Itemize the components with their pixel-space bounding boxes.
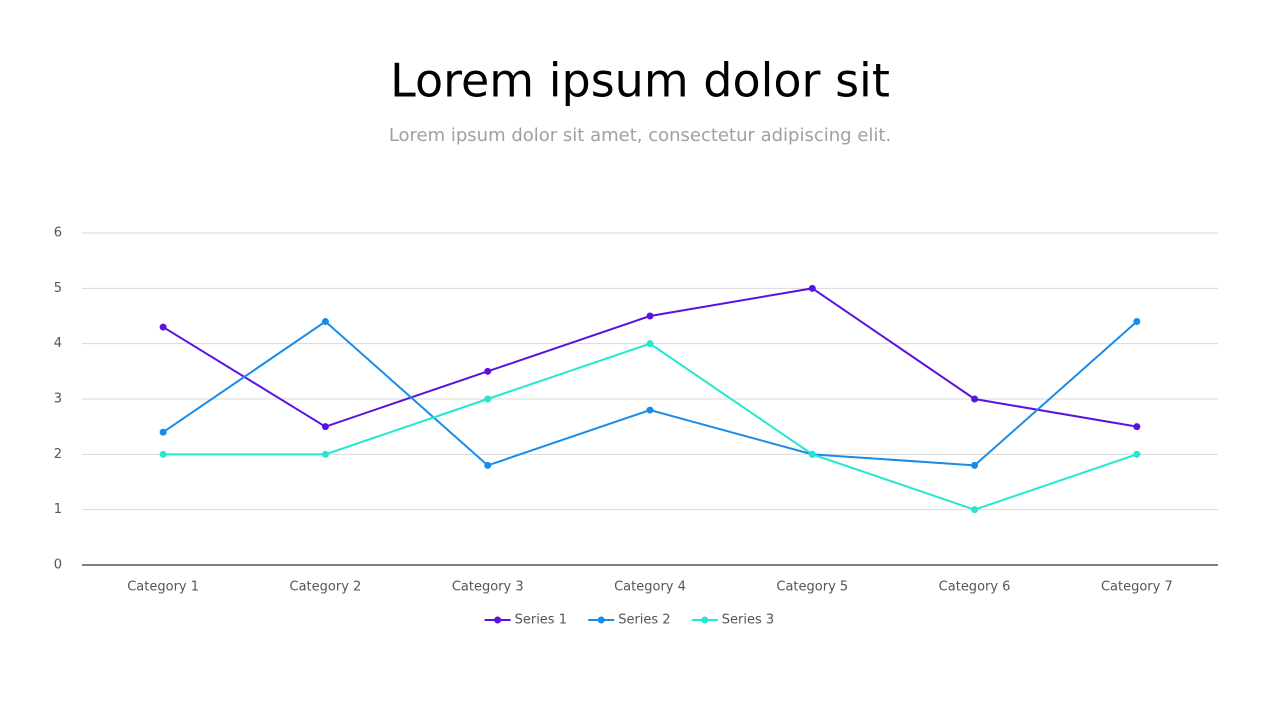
y-tick-label: 3 bbox=[54, 392, 62, 407]
data-point bbox=[646, 406, 654, 414]
legend-label: Series 3 bbox=[722, 613, 774, 628]
data-point bbox=[646, 312, 654, 320]
series-line bbox=[163, 342, 1138, 511]
data-point bbox=[159, 428, 167, 436]
data-point bbox=[484, 395, 492, 403]
y-tick-label: 5 bbox=[54, 281, 62, 296]
x-tick-label: Category 6 bbox=[939, 580, 1011, 595]
data-point bbox=[808, 450, 816, 458]
x-tick-label: Category 2 bbox=[290, 580, 362, 595]
data-point bbox=[321, 423, 329, 431]
data-point bbox=[1133, 450, 1141, 458]
chart-subtitle: Lorem ipsum dolor sit amet, consectetur … bbox=[389, 125, 891, 146]
data-point bbox=[646, 340, 654, 348]
y-tick-label: 2 bbox=[54, 447, 62, 462]
y-tick-label: 1 bbox=[54, 502, 62, 517]
y-tick-label: 0 bbox=[54, 558, 62, 573]
data-point bbox=[971, 395, 979, 403]
data-point bbox=[159, 323, 167, 331]
x-tick-label: Category 5 bbox=[776, 580, 848, 595]
x-tick-label: Category 7 bbox=[1101, 580, 1173, 595]
legend-label: Series 2 bbox=[618, 613, 670, 628]
data-point bbox=[1133, 318, 1141, 326]
y-tick-label: 4 bbox=[54, 336, 62, 351]
data-point bbox=[808, 284, 816, 292]
x-tick-label: Category 1 bbox=[127, 580, 199, 595]
y-tick-label: 6 bbox=[54, 226, 62, 241]
data-point bbox=[321, 450, 329, 458]
x-tick-label: Category 3 bbox=[452, 580, 524, 595]
x-tick-label: Category 4 bbox=[614, 580, 686, 595]
legend-marker bbox=[597, 616, 605, 624]
data-point bbox=[971, 461, 979, 469]
data-point bbox=[971, 506, 979, 514]
legend-marker bbox=[494, 616, 502, 624]
legend-marker bbox=[701, 616, 709, 624]
data-point bbox=[484, 367, 492, 375]
data-point bbox=[321, 318, 329, 326]
chart-title: Lorem ipsum dolor sit bbox=[390, 54, 890, 108]
data-point bbox=[484, 461, 492, 469]
legend-label: Series 1 bbox=[515, 613, 567, 628]
data-point bbox=[1133, 423, 1141, 431]
data-point bbox=[159, 450, 167, 458]
series-line bbox=[162, 287, 1138, 428]
